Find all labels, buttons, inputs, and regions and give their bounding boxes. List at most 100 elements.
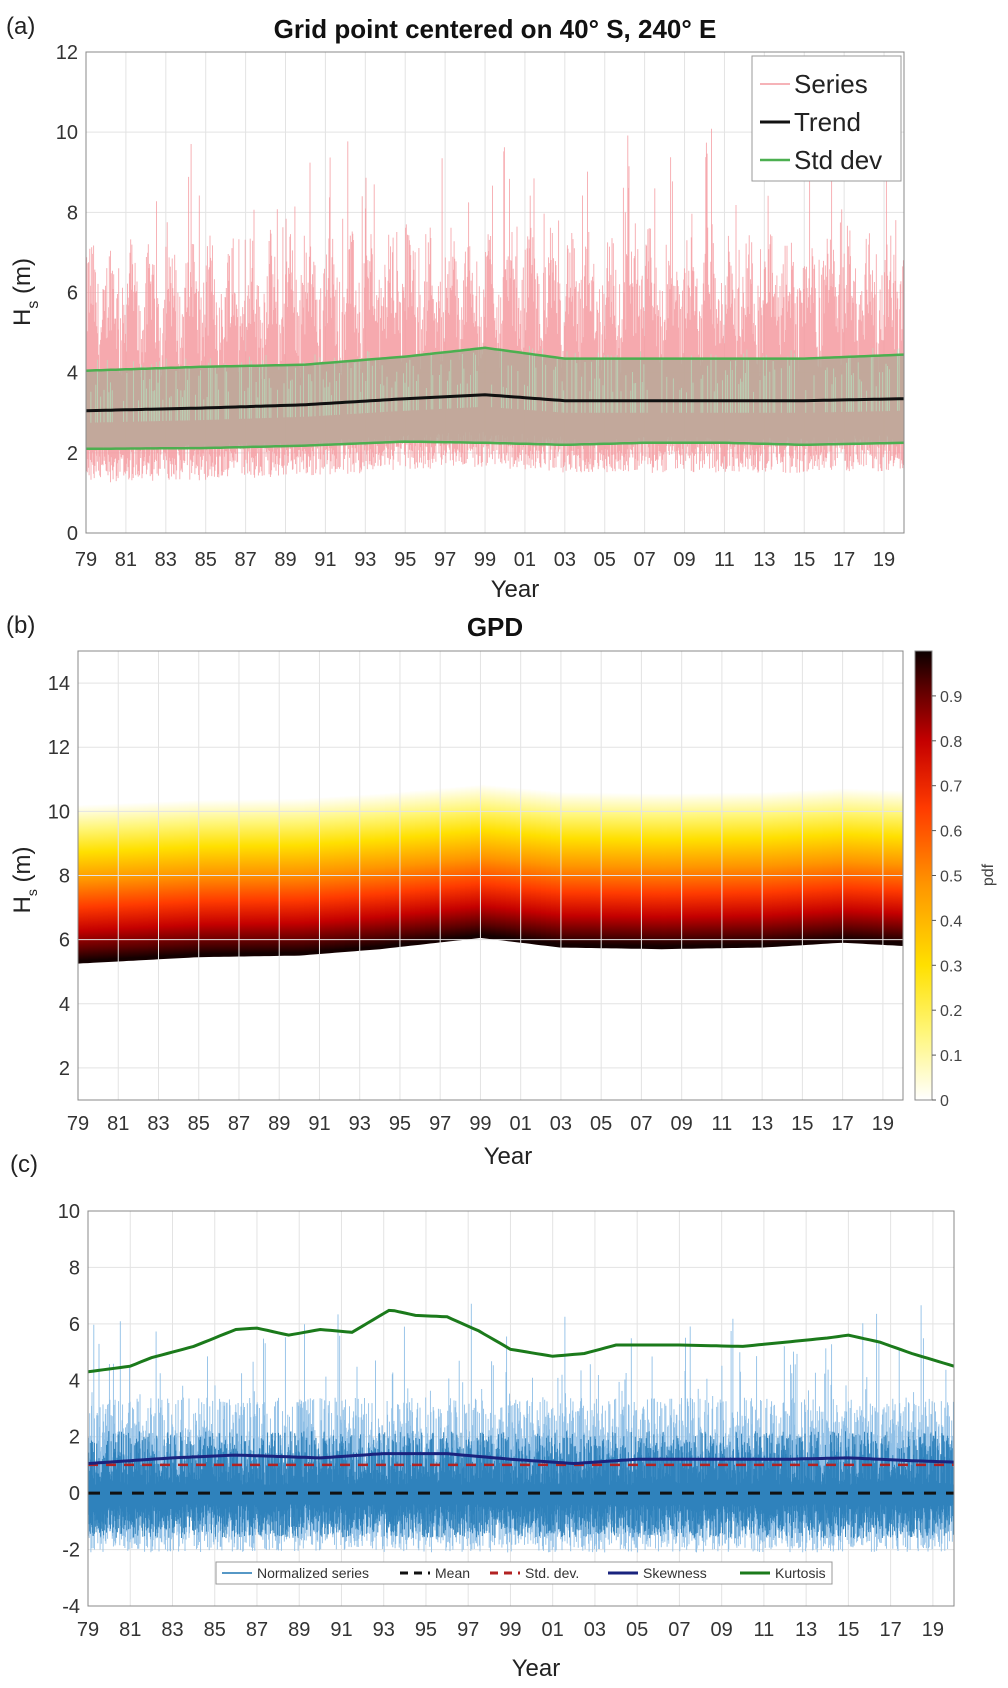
pdf-column <box>797 790 803 944</box>
pdf-column <box>128 802 134 960</box>
pdf-column <box>686 793 693 948</box>
pdf-column <box>435 788 441 942</box>
panel-a-title: Grid point centered on 40° S, 240° E <box>274 14 717 44</box>
pdf-column <box>626 792 632 948</box>
pdf-column <box>691 793 698 948</box>
pdf-column <box>560 792 567 946</box>
pdf-column <box>279 798 285 955</box>
pdf-column <box>726 792 733 947</box>
colorbar-tick-label: 0.4 <box>940 913 962 930</box>
pdf-column <box>807 789 813 944</box>
panel-label-b: (b) <box>6 612 35 639</box>
pdf-column <box>515 787 522 941</box>
panel-label-a: (a) <box>6 13 35 40</box>
x-tick-label: 05 <box>594 549 616 571</box>
pdf-column <box>450 787 456 940</box>
y-tick-label: 10 <box>58 1201 80 1223</box>
pdf-column <box>827 789 834 943</box>
x-tick-label: 81 <box>107 1113 129 1135</box>
panel-b-title: GPD <box>467 612 523 642</box>
pdf-column <box>153 801 160 958</box>
panel-c-frame <box>87 1210 955 1607</box>
legend-label: Series <box>794 69 868 99</box>
pdf-column <box>716 792 723 947</box>
x-tick-label: 83 <box>147 1113 169 1135</box>
pdf-column <box>475 784 481 937</box>
pdf-column <box>93 804 99 962</box>
pdf-column <box>837 788 844 942</box>
y-tick-label: 4 <box>67 363 78 385</box>
pdf-column <box>108 803 114 961</box>
y-tick-label: 10 <box>48 801 70 823</box>
x-tick-label: 87 <box>228 1113 250 1135</box>
pdf-column <box>208 799 215 956</box>
pdf-column <box>530 789 537 943</box>
pdf-column <box>364 794 371 949</box>
x-tick-label: 13 <box>795 1619 817 1641</box>
pdf-column <box>852 788 859 942</box>
x-tick-label: 91 <box>308 1113 330 1135</box>
pdf-column <box>555 791 562 946</box>
panel-c-x-ticks: 79 81 83 85 87 89 91 93 95 97 99 01 03 05 07 09 11 13 15 17… <box>77 1619 944 1641</box>
pdf-column <box>410 790 416 945</box>
pdf-column <box>646 793 652 948</box>
pdf-column <box>882 790 889 944</box>
pdf-column <box>495 785 502 939</box>
panel-b-heatmap <box>78 784 909 964</box>
pdf-column <box>374 793 381 948</box>
pdf-column <box>239 799 245 955</box>
x-tick-label: 83 <box>161 1619 183 1641</box>
pdf-column <box>143 802 149 959</box>
pdf-column <box>455 786 461 940</box>
y-tick-label: 2 <box>69 1427 80 1449</box>
pdf-column <box>772 791 778 946</box>
pdf-column <box>505 786 512 940</box>
pdf-column <box>168 801 175 958</box>
panel-a-frame <box>85 51 905 534</box>
panel-b-ylabel: Hs (m) <box>9 847 40 914</box>
panel-b-frame <box>77 650 904 1101</box>
pdf-column <box>510 787 517 940</box>
colorbar-tick-label: 0.2 <box>940 1003 962 1020</box>
std-upper-line <box>86 346 904 372</box>
x-tick-label: 11 <box>714 549 735 571</box>
x-tick-label: 09 <box>711 1619 733 1641</box>
x-tick-label: 99 <box>499 1619 521 1641</box>
pdf-column <box>259 799 265 955</box>
colorbar-tick-label: 0.6 <box>940 824 962 841</box>
pdf-column <box>676 793 683 948</box>
x-tick-label: 93 <box>373 1619 395 1641</box>
pdf-column <box>349 795 356 950</box>
pdf-column <box>767 791 773 946</box>
pdf-column <box>566 792 572 947</box>
pdf-column <box>329 796 336 952</box>
y-tick-label: -2 <box>62 1540 80 1562</box>
pdf-column <box>892 790 899 944</box>
pdf-column <box>747 792 753 947</box>
panel-c-legend: Normalized series Mean Std. dev. Skewness Ku… <box>215 1561 833 1585</box>
pdf-column <box>611 792 617 947</box>
x-tick-label: 03 <box>550 1113 572 1135</box>
pdf-column <box>173 800 180 957</box>
pdf-column <box>480 784 486 937</box>
pdf-column <box>354 795 361 950</box>
pdf-column <box>616 792 622 947</box>
y-tick-label: 2 <box>67 443 78 465</box>
legend-label: Normalized series <box>257 1565 369 1581</box>
pdf-column <box>394 792 401 946</box>
pdf-column <box>872 789 879 943</box>
panel-c-xlabel: Year <box>512 1655 561 1682</box>
pdf-column <box>525 788 532 942</box>
pdf-column <box>254 799 260 955</box>
x-tick-label: 05 <box>590 1113 612 1135</box>
colorbar-tick-label: 0.1 <box>940 1048 962 1065</box>
legend-box <box>215 1561 833 1585</box>
pdf-column <box>606 792 612 947</box>
pdf-column <box>83 804 89 962</box>
y-tick-label: 6 <box>69 1314 80 1336</box>
panel-a-legend: Series Trend Std dev <box>751 55 902 182</box>
std-lower-line <box>86 440 904 451</box>
pdf-column <box>903 791 909 945</box>
pdf-column <box>138 802 144 959</box>
pdf-column <box>847 788 854 942</box>
